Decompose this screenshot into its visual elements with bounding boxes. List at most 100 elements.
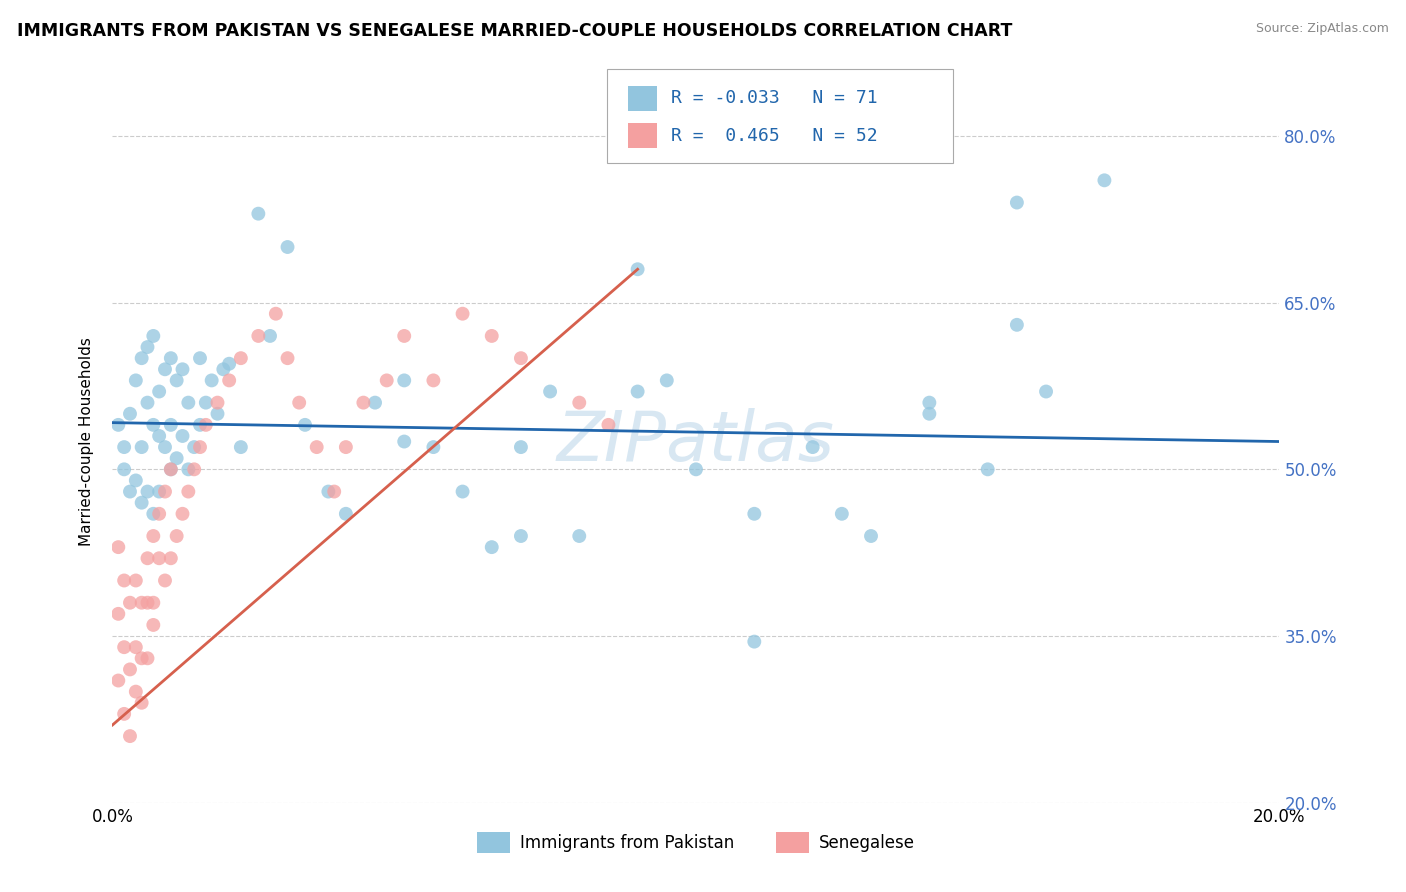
Point [188, 351, 211, 366]
Point [305, 440, 328, 454]
Point [509, 351, 531, 366]
Point [172, 507, 194, 521]
Point [112, 462, 135, 476]
Text: R = -0.033   N = 71: R = -0.033 N = 71 [671, 89, 877, 107]
Point [394, 329, 416, 343]
Point [394, 434, 416, 449]
Point [148, 384, 170, 399]
Point [131, 696, 153, 710]
Point [1035, 384, 1057, 399]
Point [201, 373, 224, 387]
Point [172, 429, 194, 443]
Point [831, 507, 853, 521]
Point [118, 662, 141, 676]
Point [352, 395, 374, 409]
Point [598, 417, 620, 432]
Y-axis label: Married-couple Households: Married-couple Households [79, 337, 94, 546]
Point [172, 362, 194, 376]
Point [207, 407, 229, 421]
Point [166, 373, 188, 387]
Point [125, 684, 148, 698]
Point [218, 357, 240, 371]
Point [148, 551, 170, 566]
Point [160, 462, 183, 476]
Point [685, 462, 707, 476]
Point [118, 484, 141, 499]
Point [107, 607, 129, 621]
Point [451, 484, 474, 499]
Point [655, 373, 678, 387]
Point [451, 307, 474, 321]
Point [318, 484, 340, 499]
Point [335, 440, 357, 454]
Point [153, 574, 176, 588]
Point [131, 351, 153, 366]
Point [568, 529, 591, 543]
Text: R =  0.465   N = 52: R = 0.465 N = 52 [671, 127, 877, 145]
Point [218, 373, 240, 387]
Point [177, 462, 200, 476]
Point [568, 395, 591, 409]
Point [207, 395, 229, 409]
Point [264, 307, 287, 321]
Point [112, 640, 135, 655]
Point [918, 395, 941, 409]
Point [364, 395, 387, 409]
Point [276, 240, 298, 254]
Point [481, 329, 503, 343]
Point [509, 529, 531, 543]
Point [247, 207, 270, 221]
Point [136, 484, 159, 499]
Point [627, 262, 650, 277]
Point [335, 507, 357, 521]
Point [229, 440, 252, 454]
Point [125, 574, 148, 588]
Point [177, 484, 200, 499]
Point [259, 329, 281, 343]
Point [509, 440, 531, 454]
Point [247, 329, 270, 343]
Point [118, 407, 141, 421]
Point [394, 373, 416, 387]
Point [142, 596, 165, 610]
Point [112, 574, 135, 588]
Point [142, 507, 165, 521]
Point [742, 634, 765, 648]
Point [142, 529, 165, 543]
Point [422, 373, 444, 387]
Text: ZIPatlas: ZIPatlas [557, 408, 835, 475]
Point [194, 417, 217, 432]
Point [160, 551, 183, 566]
Text: IMMIGRANTS FROM PAKISTAN VS SENEGALESE MARRIED-COUPLE HOUSEHOLDS CORRELATION CHA: IMMIGRANTS FROM PAKISTAN VS SENEGALESE M… [17, 22, 1012, 40]
Point [1094, 173, 1116, 187]
Point [1005, 318, 1028, 332]
Point [177, 395, 200, 409]
Point [142, 329, 165, 343]
Point [107, 540, 129, 554]
Point [142, 417, 165, 432]
Point [125, 474, 148, 488]
Point [183, 440, 205, 454]
Point [288, 395, 311, 409]
Point [742, 507, 765, 521]
Point [1005, 195, 1028, 210]
Point [294, 417, 316, 432]
Point [153, 484, 176, 499]
Point [160, 462, 183, 476]
Point [136, 596, 159, 610]
Point [188, 440, 211, 454]
Legend: Immigrants from Pakistan, Senegalese: Immigrants from Pakistan, Senegalese [470, 826, 922, 860]
Point [276, 351, 298, 366]
Point [166, 451, 188, 466]
Point [136, 651, 159, 665]
Point [160, 417, 183, 432]
Point [131, 496, 153, 510]
Point [375, 373, 398, 387]
Point [627, 384, 650, 399]
Point [860, 529, 883, 543]
Point [131, 440, 153, 454]
Point [118, 729, 141, 743]
Point [148, 507, 170, 521]
Point [538, 384, 561, 399]
Point [118, 596, 141, 610]
